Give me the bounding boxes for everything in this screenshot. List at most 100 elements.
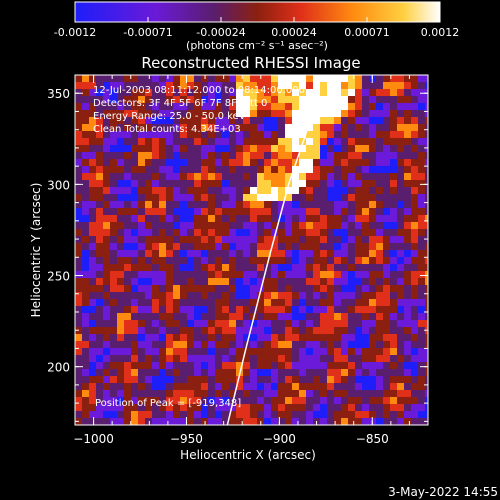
heatmap-cell <box>243 145 250 152</box>
heatmap-cell <box>201 257 208 264</box>
heatmap-cell <box>250 173 257 180</box>
heatmap-cell <box>208 383 215 390</box>
heatmap-cell <box>404 243 411 250</box>
heatmap-cell <box>229 75 236 82</box>
heatmap-cell <box>187 201 194 208</box>
heatmap-cell <box>278 292 285 299</box>
heatmap-cell <box>383 138 390 145</box>
heatmap-cell <box>159 362 166 369</box>
heatmap-cell <box>299 257 306 264</box>
heatmap-cell <box>376 103 383 110</box>
heatmap-cell <box>313 320 320 327</box>
heatmap-cell <box>250 89 257 96</box>
heatmap-cell <box>383 117 390 124</box>
heatmap-cell <box>236 222 243 229</box>
heatmap-cell <box>341 411 348 418</box>
heatmap-cell <box>208 173 215 180</box>
heatmap-cell <box>334 334 341 341</box>
heatmap-cell <box>117 187 124 194</box>
heatmap-cell <box>334 404 341 411</box>
heatmap-cell <box>404 306 411 313</box>
heatmap-cell <box>418 187 425 194</box>
heatmap-cell <box>404 411 411 418</box>
heatmap-cell <box>425 376 428 383</box>
heatmap-cell <box>215 166 222 173</box>
heatmap-cell <box>271 229 278 236</box>
heatmap-cell <box>348 257 355 264</box>
heatmap-cell <box>145 411 152 418</box>
heatmap-cell <box>152 145 159 152</box>
heatmap-cell <box>103 229 110 236</box>
heatmap-cell <box>152 124 159 131</box>
heatmap-cell <box>166 376 173 383</box>
heatmap-cell <box>180 243 187 250</box>
heatmap-cell <box>348 110 355 117</box>
heatmap-cell <box>180 411 187 418</box>
heatmap-cell <box>243 236 250 243</box>
heatmap-cell <box>355 159 362 166</box>
heatmap-cell <box>313 341 320 348</box>
heatmap-cell <box>397 82 404 89</box>
heatmap-cell <box>348 166 355 173</box>
heatmap-cell <box>285 418 292 425</box>
heatmap-cell <box>313 117 320 124</box>
heatmap-cell <box>355 75 362 82</box>
heatmap-cell <box>383 264 390 271</box>
heatmap-cell <box>418 180 425 187</box>
footer-date: 3-May-2022 14:55 <box>388 485 498 499</box>
heatmap-cell <box>194 285 201 292</box>
heatmap-cell <box>96 285 103 292</box>
heatmap-cell <box>222 250 229 257</box>
heatmap-cell <box>89 390 96 397</box>
heatmap-cell <box>208 110 215 117</box>
heatmap-cell <box>75 313 82 320</box>
heatmap-cell <box>383 243 390 250</box>
heatmap-cell <box>208 257 215 264</box>
heatmap-cell <box>418 229 425 236</box>
heatmap-cell <box>110 264 117 271</box>
heatmap-cell <box>96 145 103 152</box>
heatmap-cell <box>320 180 327 187</box>
heatmap-cell <box>159 376 166 383</box>
heatmap-cell <box>187 96 194 103</box>
heatmap-cell <box>369 334 376 341</box>
heatmap-cell <box>425 411 428 418</box>
heatmap-cell <box>397 110 404 117</box>
heatmap-cell <box>208 117 215 124</box>
heatmap-cell <box>355 131 362 138</box>
heatmap-cell <box>117 285 124 292</box>
heatmap-cell <box>215 75 222 82</box>
y-tick-label: 350 <box>47 87 70 101</box>
heatmap-cell <box>194 313 201 320</box>
heatmap-cell <box>320 89 327 96</box>
heatmap-cell <box>75 173 82 180</box>
heatmap-cell <box>369 299 376 306</box>
heatmap-cell <box>187 327 194 334</box>
heatmap-cell <box>369 271 376 278</box>
heatmap-cell <box>145 285 152 292</box>
heatmap-cell <box>208 215 215 222</box>
heatmap-cell <box>425 187 428 194</box>
heatmap-cell <box>117 362 124 369</box>
heatmap-cell <box>411 334 418 341</box>
heatmap-cell <box>138 138 145 145</box>
heatmap-cell <box>285 299 292 306</box>
heatmap-cell <box>117 250 124 257</box>
heatmap-cell <box>348 215 355 222</box>
heatmap-cell <box>159 117 166 124</box>
heatmap-cell <box>152 418 159 425</box>
heatmap-cell <box>159 173 166 180</box>
heatmap-cell <box>194 229 201 236</box>
heatmap-cell <box>257 299 264 306</box>
heatmap-cell <box>110 299 117 306</box>
heatmap-cell <box>411 257 418 264</box>
heatmap-cell <box>292 271 299 278</box>
heatmap-cell <box>145 201 152 208</box>
heatmap-cell <box>75 306 82 313</box>
heatmap-cell <box>131 285 138 292</box>
heatmap-cell <box>411 124 418 131</box>
heatmap-cell <box>418 250 425 257</box>
heatmap-cell <box>194 306 201 313</box>
heatmap-cell <box>166 194 173 201</box>
heatmap-cell <box>194 362 201 369</box>
